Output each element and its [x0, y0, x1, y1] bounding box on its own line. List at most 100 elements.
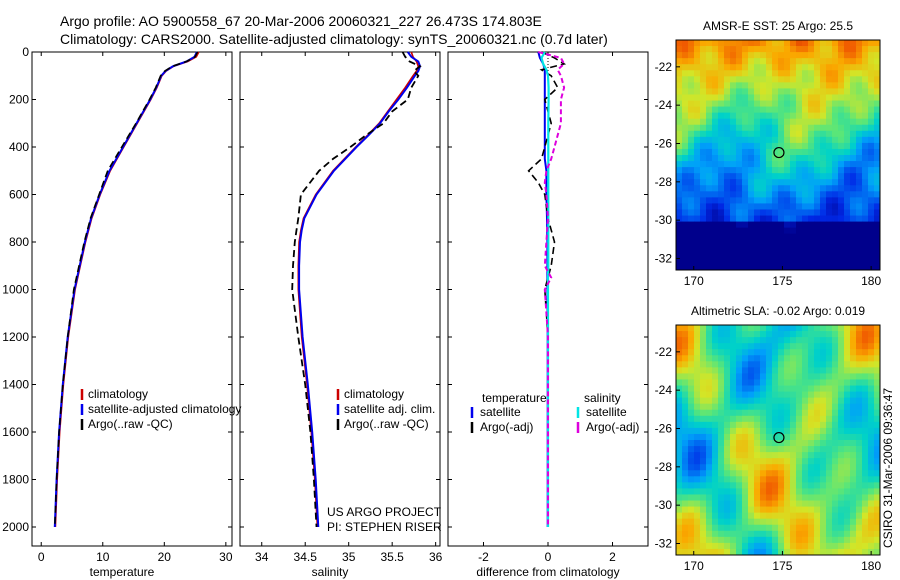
heatmap-cell	[718, 203, 725, 210]
heatmap-cell	[748, 458, 755, 465]
heatmap-cell	[844, 106, 851, 114]
heatmap-cell	[784, 470, 791, 477]
heatmap-cell	[850, 464, 857, 471]
x-tick-label: 170	[684, 274, 704, 288]
heatmap-cell	[802, 530, 809, 538]
heatmap-cell	[736, 257, 743, 265]
heatmap-cell	[784, 482, 791, 489]
heatmap-cell	[772, 239, 779, 247]
heatmap-cell	[712, 494, 719, 501]
heatmap-cell	[826, 494, 833, 501]
y-tick-label: 1000	[2, 283, 29, 297]
heatmap-cell	[694, 337, 701, 344]
heatmap-cell	[802, 148, 809, 156]
heatmap-cell	[868, 476, 875, 483]
heatmap-cell	[676, 233, 683, 241]
heatmap-cell	[784, 464, 791, 471]
heatmap-cell	[748, 82, 755, 89]
heatmap-cell	[754, 415, 761, 423]
heatmap-cell	[748, 337, 755, 344]
timestamp-label: CSIRO 31-Mar-2006 09:36:47	[881, 388, 895, 548]
heatmap-cell	[778, 179, 785, 186]
heatmap-cell	[826, 403, 833, 411]
heatmap-cell	[712, 40, 719, 47]
heatmap-cell	[874, 494, 881, 501]
heatmap-cell	[874, 197, 881, 204]
heatmap-cell	[676, 518, 683, 526]
heatmap-cell	[700, 440, 707, 447]
heatmap-cell	[850, 64, 857, 71]
heatmap-cell	[754, 142, 761, 150]
heatmap-cell	[868, 452, 875, 459]
heatmap-cell	[730, 349, 737, 356]
heatmap-cell	[802, 476, 809, 483]
heatmap-cell	[874, 409, 881, 417]
heatmap-cell	[844, 542, 851, 550]
heatmap-cell	[802, 349, 809, 356]
heatmap-cell	[760, 548, 767, 556]
heatmap-cell	[850, 530, 857, 538]
heatmap-cell	[802, 100, 809, 107]
heatmap-cell	[832, 209, 839, 216]
heatmap-cell	[712, 124, 719, 132]
heatmap-cell	[814, 130, 821, 138]
heatmap-cell	[700, 415, 707, 423]
heatmap-cell	[778, 355, 785, 362]
heatmap-cell	[766, 337, 773, 344]
heatmap-cell	[844, 124, 851, 132]
x-tick-label: 34	[255, 550, 269, 564]
heatmap-cell	[820, 112, 827, 120]
heatmap-cell	[736, 233, 743, 241]
heatmap-cell	[814, 397, 821, 405]
heatmap-cell	[718, 64, 725, 71]
heatmap-cell	[874, 482, 881, 489]
heatmap-cell	[856, 548, 863, 556]
heatmap-cell	[808, 427, 815, 435]
heatmap-cell	[766, 203, 773, 210]
heatmap-cell	[874, 52, 881, 59]
heatmap-cell	[742, 251, 749, 259]
y-tick-label: 400	[9, 140, 29, 154]
heatmap-cell	[820, 421, 827, 429]
heatmap-cell	[682, 506, 689, 514]
heatmap-cell	[676, 215, 683, 222]
heatmap-cell	[844, 52, 851, 59]
heatmap-cell	[724, 197, 731, 204]
heatmap-cell	[802, 361, 809, 368]
heatmap-cell	[712, 379, 719, 386]
heatmap-cell	[856, 40, 863, 47]
heatmap-cell	[718, 506, 725, 514]
heatmap-cell	[760, 530, 767, 538]
heatmap-cell	[730, 409, 737, 417]
heatmap-cell	[808, 379, 815, 386]
heatmap-cell	[688, 440, 695, 447]
heatmap-cell	[748, 215, 755, 222]
heatmap-cell	[694, 331, 701, 338]
heatmap-cell	[730, 209, 737, 216]
heatmap-cell	[778, 470, 785, 477]
heatmap-cell	[772, 221, 779, 229]
heatmap-cell	[706, 433, 713, 441]
heatmap-cell	[850, 82, 857, 89]
heatmap-cell	[688, 209, 695, 216]
heatmap-cell	[730, 112, 737, 120]
heatmap-cell	[844, 173, 851, 180]
heatmap-cell	[700, 148, 707, 156]
heatmap-cell	[874, 58, 881, 65]
heatmap-cell	[712, 391, 719, 399]
heatmap-cell	[856, 361, 863, 368]
heatmap-cell	[718, 155, 725, 162]
heatmap-cell	[868, 470, 875, 477]
heatmap-cell	[700, 512, 707, 520]
heatmap-cell	[730, 530, 737, 538]
heatmap-cell	[850, 94, 857, 101]
heatmap-cell	[868, 88, 875, 95]
heatmap-cell	[724, 536, 731, 544]
heatmap-cell	[724, 355, 731, 362]
heatmap-cell	[760, 446, 767, 453]
heatmap-cell	[832, 337, 839, 344]
heatmap-cell	[784, 542, 791, 550]
heatmap-cell	[700, 155, 707, 162]
heatmap-cell	[868, 530, 875, 538]
heatmap-cell	[796, 197, 803, 204]
